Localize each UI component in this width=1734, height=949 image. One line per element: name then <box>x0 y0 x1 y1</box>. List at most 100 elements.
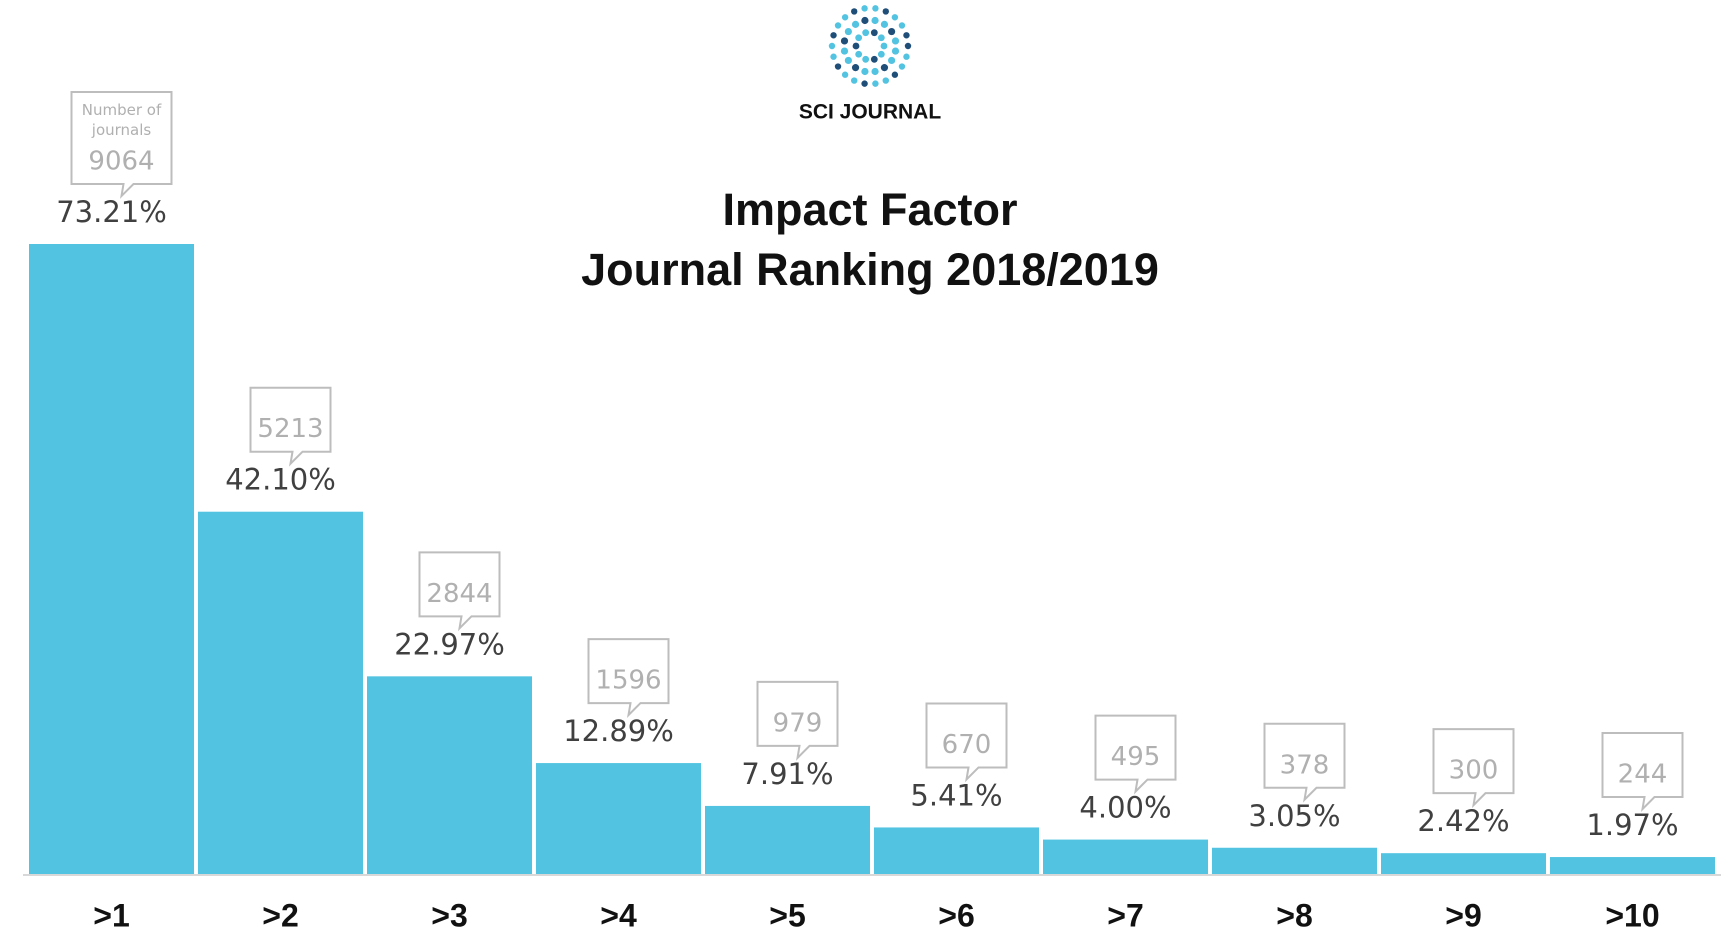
callout-box <box>925 702 1008 783</box>
bar <box>1550 857 1715 874</box>
logo-dot <box>851 64 860 72</box>
logo-dot <box>855 34 863 42</box>
value-label: 4.00% <box>1079 791 1171 825</box>
logo-dot <box>891 14 899 21</box>
logo-dot <box>870 29 878 37</box>
logo-dot <box>851 8 858 15</box>
logo-dot <box>828 42 836 50</box>
logo-dot <box>841 14 849 21</box>
x-tick-label: >8 <box>1276 897 1312 933</box>
callout-box <box>1263 722 1346 803</box>
callout-box <box>70 91 173 199</box>
count-label: 1596 <box>595 666 661 696</box>
chart-title: Impact Factor <box>722 184 1017 235</box>
x-tick-label: >9 <box>1445 897 1481 933</box>
logo-dot <box>830 53 837 60</box>
logo-dot <box>871 67 879 76</box>
logo-dot <box>888 56 896 65</box>
count-label: 495 <box>1111 742 1161 772</box>
value-label: 73.21% <box>56 195 167 229</box>
bar <box>536 763 701 874</box>
callout-box <box>1432 728 1515 809</box>
logo-dot <box>877 34 885 42</box>
logo-dot <box>888 27 896 36</box>
callout-box <box>756 680 839 761</box>
logo-text: SCI JOURNAL <box>799 101 942 124</box>
logo-dot <box>861 67 869 76</box>
logo-dot <box>840 47 849 55</box>
logo-dot <box>898 22 906 29</box>
value-label: 2.42% <box>1417 804 1509 838</box>
logo-dot <box>840 37 849 45</box>
logo-dot <box>844 56 852 65</box>
count-label: 9064 <box>88 147 154 177</box>
logo-dot <box>851 77 858 84</box>
x-tick-label: >10 <box>1605 897 1659 933</box>
logo-dot <box>834 22 842 29</box>
x-tick-label: >7 <box>1107 897 1143 933</box>
value-label: 3.05% <box>1248 799 1340 833</box>
callout-box <box>1601 732 1684 812</box>
bar <box>874 827 1039 874</box>
bar <box>29 244 194 874</box>
logo-dot <box>880 42 888 50</box>
logo-dot <box>903 53 910 60</box>
callout-box <box>249 386 332 467</box>
logo-dot <box>877 50 885 58</box>
count-caption-line: journals <box>91 121 152 139</box>
chart-subtitle: Journal Ranking 2018/2019 <box>581 244 1159 295</box>
logo-dot <box>870 55 878 63</box>
logo-dot <box>882 77 889 84</box>
value-label: 42.10% <box>225 463 336 497</box>
logo-dot <box>844 27 852 36</box>
value-label: 7.91% <box>741 757 833 791</box>
bar <box>1381 853 1546 874</box>
logo-dot <box>904 42 912 50</box>
logo-dot <box>880 64 889 72</box>
callout-box <box>1094 714 1177 795</box>
bar <box>1043 839 1208 874</box>
x-tick-label: >1 <box>93 897 129 933</box>
logo-dot <box>882 8 889 15</box>
value-label: 22.97% <box>394 627 505 661</box>
logo-dot <box>891 71 899 78</box>
count-label: 5213 <box>257 414 323 444</box>
bar <box>367 676 532 874</box>
x-tick-label: >4 <box>600 897 637 933</box>
x-tick-label: >5 <box>769 897 805 933</box>
count-label: 300 <box>1449 756 1499 786</box>
logo-dot <box>891 37 900 45</box>
callout-box <box>418 551 501 632</box>
value-label: 1.97% <box>1586 808 1678 842</box>
count-label: 979 <box>773 708 823 738</box>
logo-dot <box>855 50 863 58</box>
count-label: 244 <box>1618 760 1668 790</box>
count-label: 670 <box>942 730 992 760</box>
count-label: 2844 <box>426 579 492 609</box>
logo-dot <box>891 47 900 55</box>
count-caption: Number of journals <box>82 101 162 139</box>
logo-dot <box>898 63 906 70</box>
value-label: 5.41% <box>910 778 1002 812</box>
x-tick-label: >3 <box>431 897 467 933</box>
logo-dot <box>880 20 889 28</box>
count-caption-line: Number of <box>82 101 162 119</box>
logo-dot <box>834 63 842 70</box>
callout-box <box>587 638 670 718</box>
logo-dot <box>862 29 870 37</box>
value-label: 12.89% <box>563 714 674 748</box>
bar <box>705 805 870 874</box>
logo-dot <box>861 5 868 12</box>
x-tick-label: >2 <box>262 897 298 933</box>
logo-dot <box>851 20 860 28</box>
logo-dot <box>830 32 837 39</box>
logo-dot <box>861 16 869 25</box>
bar <box>198 511 363 874</box>
logo-dot <box>872 80 879 87</box>
logo-dot <box>852 42 860 50</box>
bar <box>1212 847 1377 874</box>
logo-dot <box>841 71 849 78</box>
x-tick-label: >6 <box>938 897 974 933</box>
